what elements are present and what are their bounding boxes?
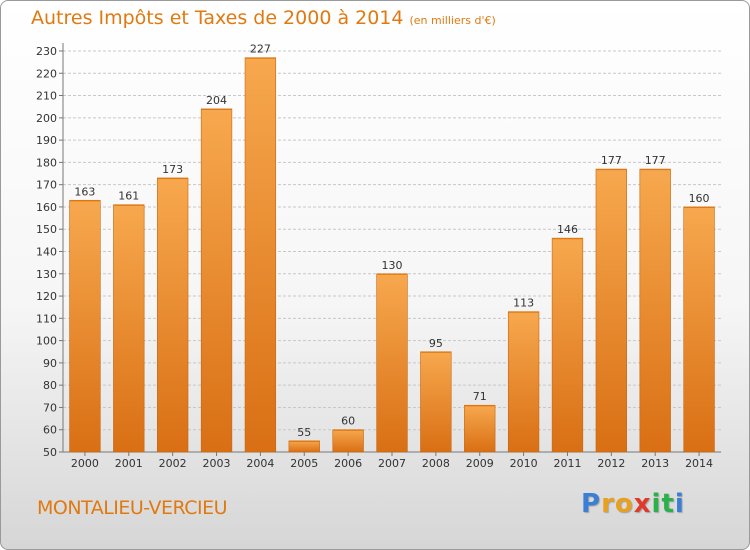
bar (507, 311, 540, 453)
logo-letter: P (581, 489, 602, 519)
bar-value-label: 55 (297, 426, 311, 439)
y-tick-label: 130 (36, 268, 57, 281)
chart-title-main: Autres Impôts et Taxes de 2000 à 2014 (31, 7, 404, 29)
y-tick-label: 150 (36, 223, 57, 236)
x-tick-label: 2006 (334, 457, 362, 470)
y-tick-label: 230 (36, 45, 57, 58)
y-tick-label: 160 (36, 201, 57, 214)
logo-letter: t (661, 489, 675, 519)
bar (157, 177, 189, 453)
chart-title-unit: (en milliers d'€) (409, 14, 496, 27)
bar-value-label: 177 (601, 154, 622, 167)
y-tick-label: 60 (43, 424, 57, 437)
bar-value-label: 113 (513, 297, 534, 310)
bar (639, 168, 671, 453)
x-tick-label: 2013 (641, 457, 669, 470)
y-tick-label: 70 (43, 401, 57, 414)
chart-title: Autres Impôts et Taxes de 2000 à 2014 (en… (31, 7, 496, 29)
x-tick-label: 2002 (159, 457, 187, 470)
bar-value-label: 227 (250, 43, 271, 56)
bar-value-label: 161 (118, 190, 139, 203)
commune-name: MONTALIEU-VERCIEU (37, 497, 228, 519)
bar-value-label: 71 (473, 390, 487, 403)
bar (464, 404, 496, 453)
bar (376, 273, 408, 453)
logo-letter: i (674, 489, 685, 519)
y-tick-label: 90 (43, 357, 57, 370)
bar (69, 199, 101, 453)
bar (113, 204, 145, 453)
x-tick-label: 2005 (290, 457, 318, 470)
y-tick-label: 120 (36, 290, 57, 303)
x-tick-label: 2001 (115, 457, 143, 470)
bar-value-label: 130 (382, 259, 403, 272)
x-tick-label: 2012 (597, 457, 625, 470)
x-tick-label: 2007 (378, 457, 406, 470)
y-tick-label: 170 (36, 179, 57, 192)
bar-value-label: 146 (557, 223, 578, 236)
bar-value-label: 177 (645, 154, 666, 167)
x-tick-label: 2000 (71, 457, 99, 470)
y-tick-label: 180 (36, 156, 57, 169)
proxiti-logo: Proxiti (581, 489, 685, 519)
x-tick-label: 2004 (246, 457, 274, 470)
bar (683, 206, 715, 453)
y-tick-label: 100 (36, 335, 57, 348)
logo-letter: x (633, 489, 652, 519)
bar-value-label: 204 (206, 94, 227, 107)
bar-value-label: 60 (341, 415, 355, 428)
bar (200, 108, 233, 453)
x-tick-label: 2003 (203, 457, 231, 470)
y-tick-label: 200 (36, 112, 57, 125)
bar (288, 440, 320, 453)
logo-letter: r (601, 489, 615, 519)
bar-value-label: 163 (74, 185, 95, 198)
y-tick-label: 140 (36, 246, 57, 259)
bar (551, 237, 584, 453)
y-tick-label: 220 (36, 67, 57, 80)
x-tick-label: 2009 (466, 457, 494, 470)
y-tick-label: 50 (43, 446, 57, 459)
bar-value-label: 173 (162, 163, 183, 176)
bar-value-label: 95 (429, 337, 443, 350)
y-tick-label: 210 (36, 90, 57, 103)
logo-letter: o (614, 489, 634, 519)
x-tick-label: 2008 (422, 457, 450, 470)
bar-value-label: 160 (689, 192, 710, 205)
x-tick-label: 2010 (510, 457, 538, 470)
y-tick-label: 190 (36, 134, 57, 147)
bar (332, 429, 364, 453)
logo-letter: i (651, 489, 662, 519)
x-tick-label: 2014 (685, 457, 713, 470)
bar (595, 168, 627, 453)
y-tick-label: 110 (36, 312, 57, 325)
y-tick-label: 80 (43, 379, 57, 392)
bar (244, 57, 277, 453)
bar (420, 351, 452, 453)
x-tick-label: 2011 (553, 457, 581, 470)
